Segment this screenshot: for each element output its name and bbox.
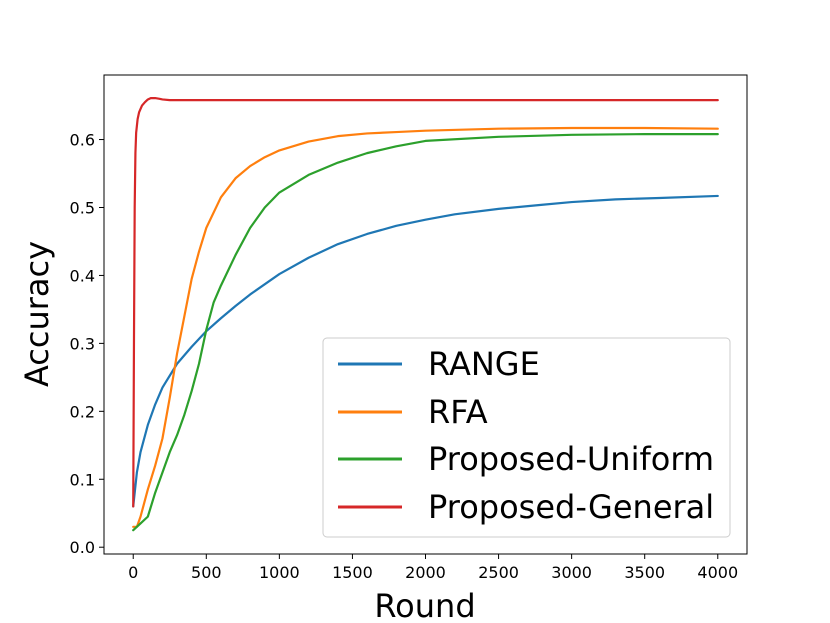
x-tick-label: 4000: [697, 563, 738, 582]
y-tick-label: 0.1: [70, 470, 95, 489]
x-tick-label: 3500: [624, 563, 665, 582]
y-tick-label: 0.4: [70, 266, 95, 285]
series-line-proposed-uniform: [132, 133, 719, 532]
series-layer: [132, 97, 719, 532]
x-tick-label: 1500: [332, 563, 373, 582]
y-axis-label: Accuracy: [18, 241, 56, 387]
x-tick-label: 2500: [478, 563, 519, 582]
y-tick-label: 0.3: [70, 334, 95, 353]
y-tick-label: 0.2: [70, 402, 95, 421]
x-ticks: 0 500 1000 1500 2000 2500 3000 3500 4000: [128, 554, 738, 582]
y-tick-label: 0.0: [70, 538, 95, 557]
x-axis-label: Round: [374, 587, 475, 623]
legend: RANGE RFA Proposed-Uniform Proposed-Gene…: [322, 337, 731, 538]
x-tick-label: 0: [128, 563, 138, 582]
x-tick-label: 1000: [259, 563, 300, 582]
y-ticks: 0.0 0.1 0.2 0.3 0.4 0.5 0.6: [70, 131, 104, 557]
x-tick-label: 500: [191, 563, 222, 582]
y-tick-label: 0.5: [70, 198, 95, 217]
series-line-rfa: [132, 126, 719, 528]
legend-frame: [322, 337, 731, 538]
y-tick-label: 0.6: [70, 131, 95, 150]
legend-label-range: RANGE: [428, 345, 540, 383]
series-line-proposed-general: [132, 97, 719, 508]
legend-label-rfa: RFA: [428, 393, 488, 431]
series-line-range: [132, 194, 719, 508]
legend-label-proposed-general: Proposed-General: [428, 488, 714, 526]
legend-label-proposed-uniform: Proposed-Uniform: [428, 440, 714, 478]
x-tick-label: 2000: [405, 563, 446, 582]
x-tick-label: 3000: [551, 563, 592, 582]
